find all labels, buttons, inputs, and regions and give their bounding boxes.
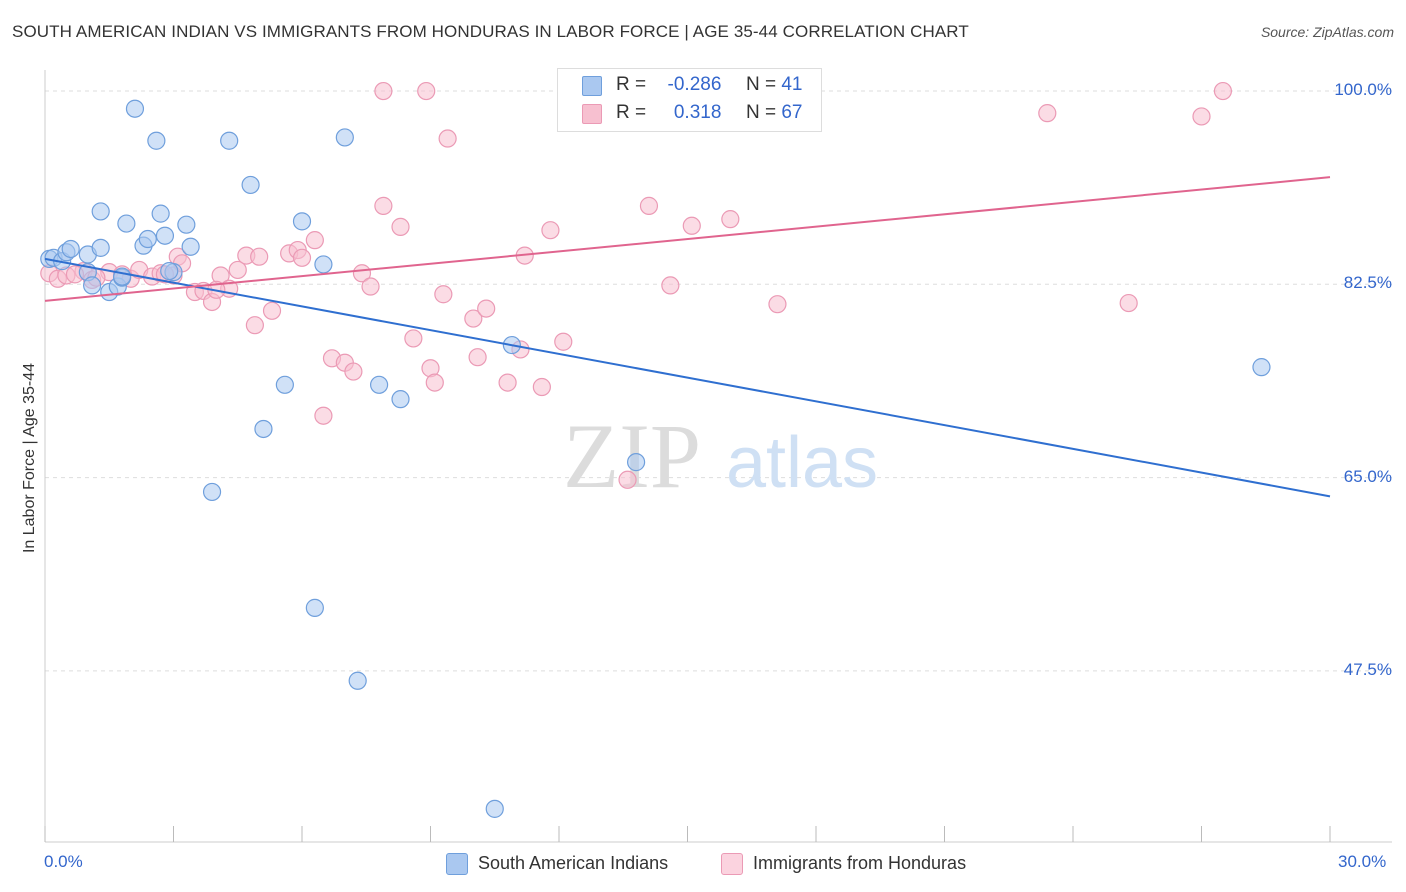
point-immigrants-from-honduras [1192,107,1211,126]
legend-n-label: N = [745,74,777,95]
trendline-south-american-indians [44,257,1331,498]
x-tick-label-max: 30.0% [1338,852,1387,871]
point-immigrants-from-honduras [417,81,436,101]
point-south-american-indians [348,671,367,690]
point-south-american-indians [155,226,175,245]
point-immigrants-from-honduras [618,470,637,489]
point-immigrants-from-honduras [404,329,423,348]
legend-n-value: 67 [781,102,803,123]
point-immigrants-from-honduras [468,348,487,367]
point-south-american-indians [626,453,646,472]
point-south-american-indians [151,204,170,223]
bottom-legend-label: Immigrants from Honduras [753,853,967,873]
legend-swatch-blue [446,853,468,875]
point-south-american-indians [202,482,222,502]
point-immigrants-from-honduras [498,373,517,392]
point-south-american-indians [275,375,294,394]
point-south-american-indians [391,390,410,409]
legend-swatch-pink [721,853,743,875]
source-credit: Source: ZipAtlas.com [1260,24,1394,40]
point-immigrants-from-honduras [464,309,483,328]
bottom-legend-label: South American Indians [478,853,669,873]
point-south-american-indians [83,276,102,295]
chart-title: SOUTH AMERICAN INDIAN VS IMMIGRANTS FROM… [12,22,969,41]
point-south-american-indians [1252,358,1271,377]
point-immigrants-from-honduras [344,362,363,381]
point-south-american-indians [91,238,110,257]
point-immigrants-from-honduras [639,196,659,215]
point-immigrants-from-honduras [361,277,380,296]
point-south-american-indians [112,267,132,286]
point-immigrants-from-honduras [305,231,324,250]
point-south-american-indians [485,799,504,818]
watermark-atlas: atlas [726,423,878,503]
point-south-american-indians [314,255,333,274]
point-immigrants-from-honduras [391,217,410,236]
y-tick-label: 100.0% [1334,80,1392,100]
x-tick-label-min: 0.0% [44,852,83,871]
y-tick-label: 65.0% [1343,466,1392,486]
legend-n-value: 41 [781,74,803,95]
point-south-american-indians [220,131,239,150]
legend-r-value: 0.318 [673,102,722,123]
point-south-american-indians [241,175,260,195]
point-immigrants-from-honduras [1213,81,1233,101]
point-south-american-indians [138,229,157,249]
point-immigrants-from-honduras [314,406,333,425]
point-south-american-indians [125,99,145,118]
point-immigrants-from-honduras [374,81,393,101]
point-south-american-indians [370,375,389,394]
point-south-american-indians [117,214,136,233]
point-immigrants-from-honduras [245,316,264,335]
point-immigrants-from-honduras [434,285,453,304]
point-immigrants-from-honduras [262,301,282,320]
legend-n-label: N = [745,102,777,123]
point-south-american-indians [335,128,354,147]
point-immigrants-from-honduras [661,276,680,295]
point-south-american-indians [61,239,80,259]
legend-swatch-blue [582,76,602,96]
y-tick-label: 47.5% [1343,659,1392,679]
point-immigrants-from-honduras [682,216,701,235]
trend-lines [44,176,1331,498]
point-immigrants-from-honduras [250,247,269,266]
stats-legend: R = -0.286 N = 41 R = 0.318 N = 67 [557,68,822,132]
legend-r-value: -0.286 [667,74,722,95]
point-south-american-indians [177,215,196,234]
legend-swatch-pink [582,104,602,124]
point-south-american-indians [91,202,110,221]
watermark: ZIP atlas [563,405,878,507]
point-immigrants-from-honduras [768,295,787,314]
point-south-american-indians [292,212,312,231]
point-immigrants-from-honduras [541,221,560,240]
point-immigrants-from-honduras [374,196,393,215]
point-south-american-indians [160,261,179,281]
point-immigrants-from-honduras [532,377,551,397]
trendline-immigrants-from-honduras [44,176,1331,302]
point-immigrants-from-honduras [721,210,740,229]
point-immigrants-from-honduras [228,260,247,280]
point-south-american-indians [147,131,166,150]
point-immigrants-from-honduras [1119,293,1138,313]
point-immigrants-from-honduras [1038,104,1057,123]
axes [44,70,1392,843]
point-immigrants-from-honduras [292,248,312,267]
point-south-american-indians [305,598,324,617]
point-south-american-indians [181,237,200,256]
legend-r-label: R = [616,102,647,123]
point-immigrants-from-honduras [477,299,496,318]
point-south-american-indians [254,419,273,439]
legend-r-label: R = [616,74,647,95]
y-tick-label: 82.5% [1343,273,1392,293]
point-immigrants-from-honduras [425,373,444,392]
point-immigrants-from-honduras [554,332,573,351]
point-immigrants-from-honduras [438,129,457,148]
